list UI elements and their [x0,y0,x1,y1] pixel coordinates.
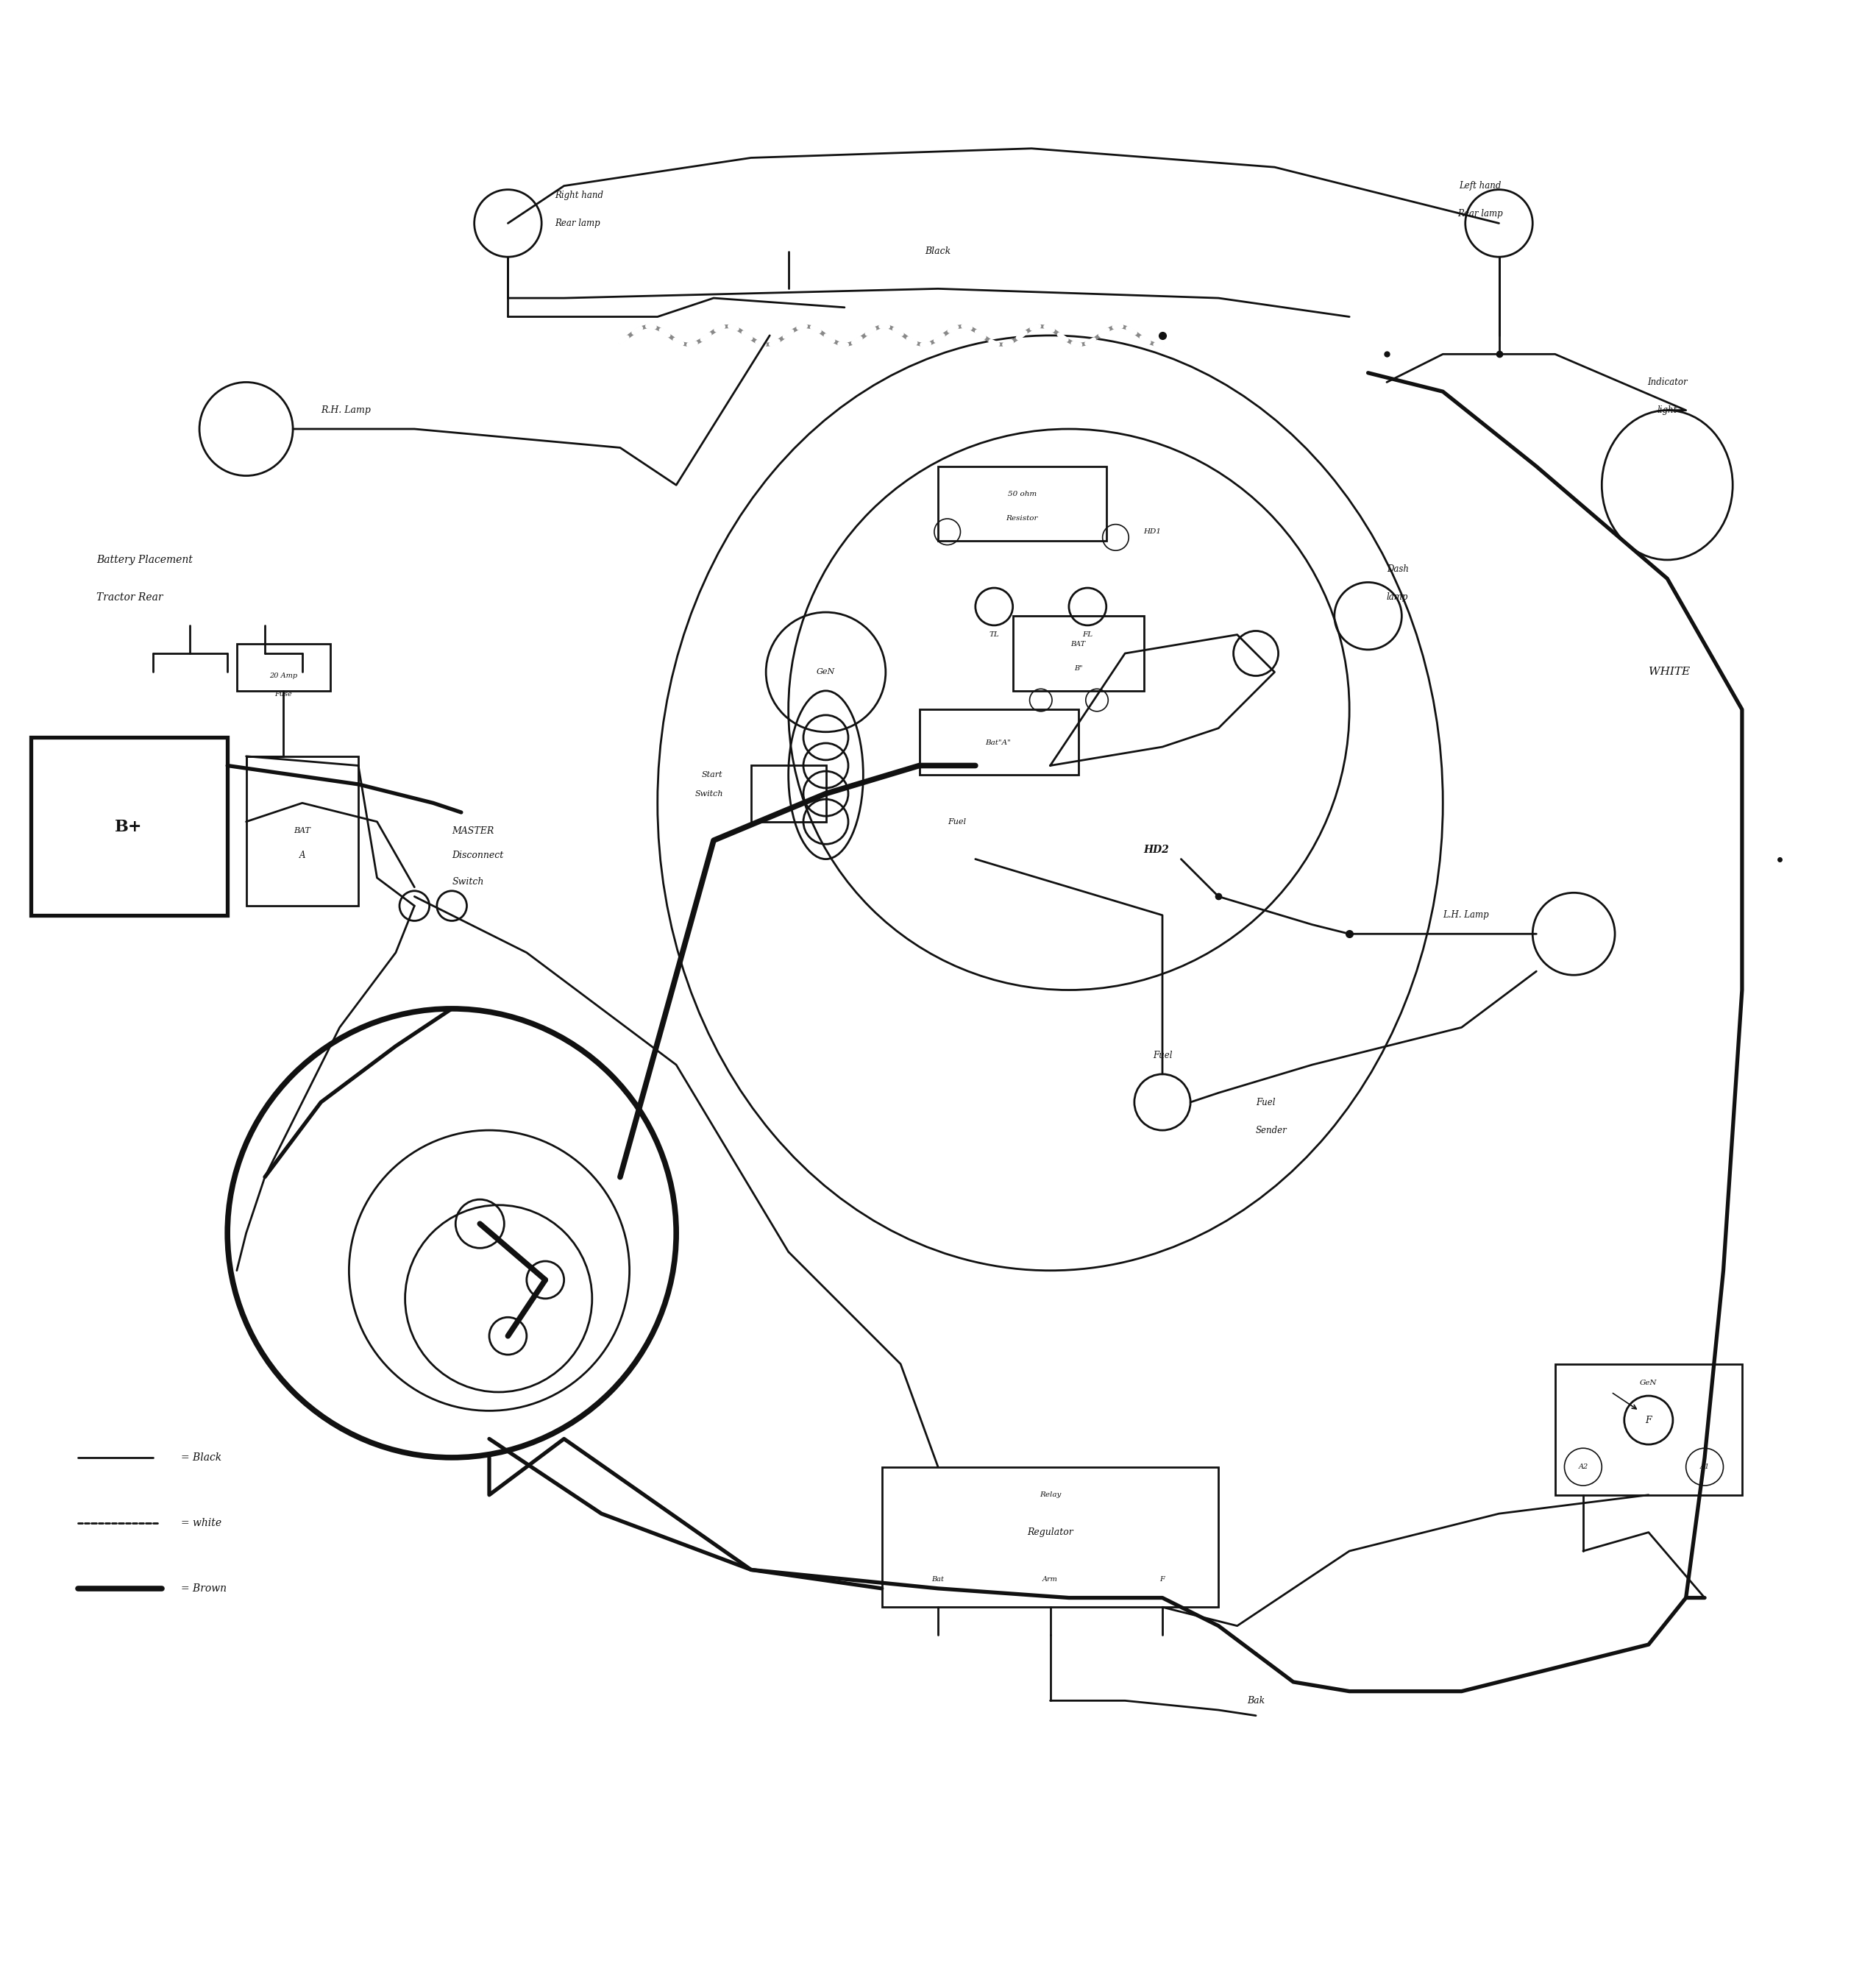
Text: Sender: Sender [1255,1125,1287,1135]
Text: Regulator: Regulator [1028,1527,1073,1536]
Text: HD1: HD1 [1144,529,1161,535]
Text: TL: TL [989,632,1000,638]
Text: Resistor: Resistor [1006,515,1037,523]
Text: 50 ohm: 50 ohm [1007,491,1037,497]
Text: BAT: BAT [1071,642,1086,647]
Text: Fuse: Fuse [274,691,293,697]
Text: WHITE: WHITE [1649,667,1690,677]
Text: Battery Placement: Battery Placement [96,554,193,564]
Bar [882,1467,1219,1608]
Text: A2: A2 [1578,1463,1587,1471]
Text: = Brown: = Brown [180,1584,227,1594]
Text: Dash: Dash [1386,564,1409,574]
Text: = white: = white [180,1519,221,1529]
Bar [236,644,330,691]
Text: Indicator: Indicator [1647,378,1687,386]
Text: Bak: Bak [1248,1695,1264,1705]
Text: HD2: HD2 [1144,845,1169,855]
Text: Relay: Relay [1039,1491,1062,1499]
Text: Left hand: Left hand [1460,180,1501,190]
Text: Right hand: Right hand [555,190,604,200]
Text: Disconnect: Disconnect [452,851,503,859]
Text: lamp: lamp [1386,592,1409,602]
Text: Switch: Switch [452,877,484,887]
Text: Fuel: Fuel [1255,1097,1276,1107]
Text: B+: B+ [114,820,143,836]
Text: Fuel: Fuel [947,818,966,826]
Text: MASTER: MASTER [452,826,493,836]
Text: FL: FL [1082,632,1094,638]
Text: L.H. Lamp: L.H. Lamp [1443,911,1490,921]
Text: Arm: Arm [1043,1576,1058,1582]
Text: Tractor Rear: Tractor Rear [96,592,163,602]
Text: BAT: BAT [295,828,311,836]
Text: F: F [1645,1416,1651,1426]
Bar [938,467,1107,541]
Bar [1013,616,1144,691]
Bar [246,756,358,905]
Text: Switch: Switch [694,790,722,798]
Text: = Black: = Black [180,1453,221,1463]
Bar [1555,1364,1743,1495]
Text: 20 Amp: 20 Amp [270,673,298,679]
Text: F: F [1159,1576,1165,1582]
Text: Start: Start [702,772,722,778]
Text: A1: A1 [1700,1463,1709,1471]
Bar [919,709,1079,774]
Text: Black: Black [925,247,951,255]
Text: Rear lamp: Rear lamp [555,218,600,228]
Text: Fuel: Fuel [1152,1051,1172,1059]
Text: A: A [298,851,306,859]
Text: Rear lamp: Rear lamp [1458,210,1503,218]
Text: Bat"A": Bat"A" [985,741,1011,746]
Text: B": B" [1073,665,1082,671]
Text: Bat: Bat [932,1576,944,1582]
Text: GeN: GeN [1640,1380,1657,1386]
Bar [750,766,825,822]
Text: R.H. Lamp: R.H. Lamp [321,406,371,416]
Text: light: light [1657,406,1677,416]
Bar [32,737,227,915]
Text: GeN: GeN [816,669,835,675]
